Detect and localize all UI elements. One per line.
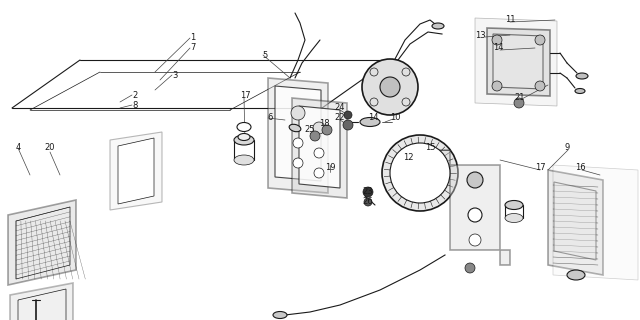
Circle shape <box>382 135 458 211</box>
Text: 9: 9 <box>564 143 570 153</box>
Text: 15: 15 <box>425 143 435 153</box>
Ellipse shape <box>432 23 444 29</box>
Polygon shape <box>475 18 557 106</box>
Circle shape <box>363 187 373 197</box>
Polygon shape <box>292 98 347 198</box>
Circle shape <box>293 138 303 148</box>
Text: 10: 10 <box>390 114 400 123</box>
Circle shape <box>469 234 481 246</box>
Text: 14: 14 <box>368 114 378 123</box>
Text: 3: 3 <box>172 70 178 79</box>
Circle shape <box>380 77 400 97</box>
Circle shape <box>468 208 482 222</box>
Circle shape <box>514 98 524 108</box>
Circle shape <box>344 111 352 119</box>
Text: 20: 20 <box>45 143 55 153</box>
Circle shape <box>492 35 502 45</box>
Text: 17: 17 <box>240 91 250 100</box>
Ellipse shape <box>273 311 287 318</box>
Text: 17: 17 <box>534 164 545 172</box>
Text: 11: 11 <box>505 15 515 25</box>
Circle shape <box>535 81 545 91</box>
Circle shape <box>362 59 418 115</box>
Circle shape <box>364 198 372 206</box>
Polygon shape <box>275 86 321 181</box>
Text: 1: 1 <box>190 34 196 43</box>
Circle shape <box>313 122 325 134</box>
Ellipse shape <box>505 213 523 222</box>
Circle shape <box>390 143 450 203</box>
Text: 12: 12 <box>403 154 413 163</box>
Text: 16: 16 <box>575 164 586 172</box>
Text: 23: 23 <box>363 188 373 196</box>
Polygon shape <box>118 138 154 204</box>
Text: 7: 7 <box>190 44 196 52</box>
Circle shape <box>465 263 475 273</box>
Text: 5: 5 <box>262 51 268 60</box>
Text: 2: 2 <box>132 91 138 100</box>
Ellipse shape <box>238 133 250 140</box>
Circle shape <box>343 120 353 130</box>
Text: 19: 19 <box>324 164 335 172</box>
Text: 6: 6 <box>268 114 273 123</box>
Polygon shape <box>487 28 550 96</box>
Polygon shape <box>493 34 543 89</box>
Polygon shape <box>548 170 603 275</box>
Circle shape <box>314 148 324 158</box>
Text: 26: 26 <box>363 197 373 206</box>
Polygon shape <box>553 165 638 280</box>
Text: 25: 25 <box>305 125 316 134</box>
Text: 4: 4 <box>15 143 20 153</box>
Circle shape <box>535 35 545 45</box>
Ellipse shape <box>234 135 254 145</box>
Text: 21: 21 <box>515 93 525 102</box>
Ellipse shape <box>576 73 588 79</box>
Ellipse shape <box>360 117 380 126</box>
Ellipse shape <box>575 89 585 93</box>
Polygon shape <box>10 283 73 320</box>
Circle shape <box>314 168 324 178</box>
Text: 13: 13 <box>475 30 485 39</box>
Text: 24: 24 <box>335 103 345 113</box>
Ellipse shape <box>234 155 254 165</box>
Polygon shape <box>268 78 328 193</box>
Polygon shape <box>440 150 510 265</box>
Polygon shape <box>8 200 76 285</box>
Circle shape <box>467 172 483 188</box>
Ellipse shape <box>567 270 585 280</box>
Text: 14: 14 <box>493 44 503 52</box>
Polygon shape <box>299 106 340 188</box>
Text: 22: 22 <box>335 114 345 123</box>
Ellipse shape <box>237 123 251 132</box>
Ellipse shape <box>289 124 301 132</box>
Circle shape <box>293 158 303 168</box>
Text: 8: 8 <box>132 100 138 109</box>
Ellipse shape <box>505 201 523 210</box>
Circle shape <box>322 125 332 135</box>
Polygon shape <box>110 132 162 210</box>
Circle shape <box>291 106 305 120</box>
Circle shape <box>310 131 320 141</box>
Text: 18: 18 <box>319 118 330 127</box>
Circle shape <box>492 81 502 91</box>
Polygon shape <box>554 182 596 260</box>
